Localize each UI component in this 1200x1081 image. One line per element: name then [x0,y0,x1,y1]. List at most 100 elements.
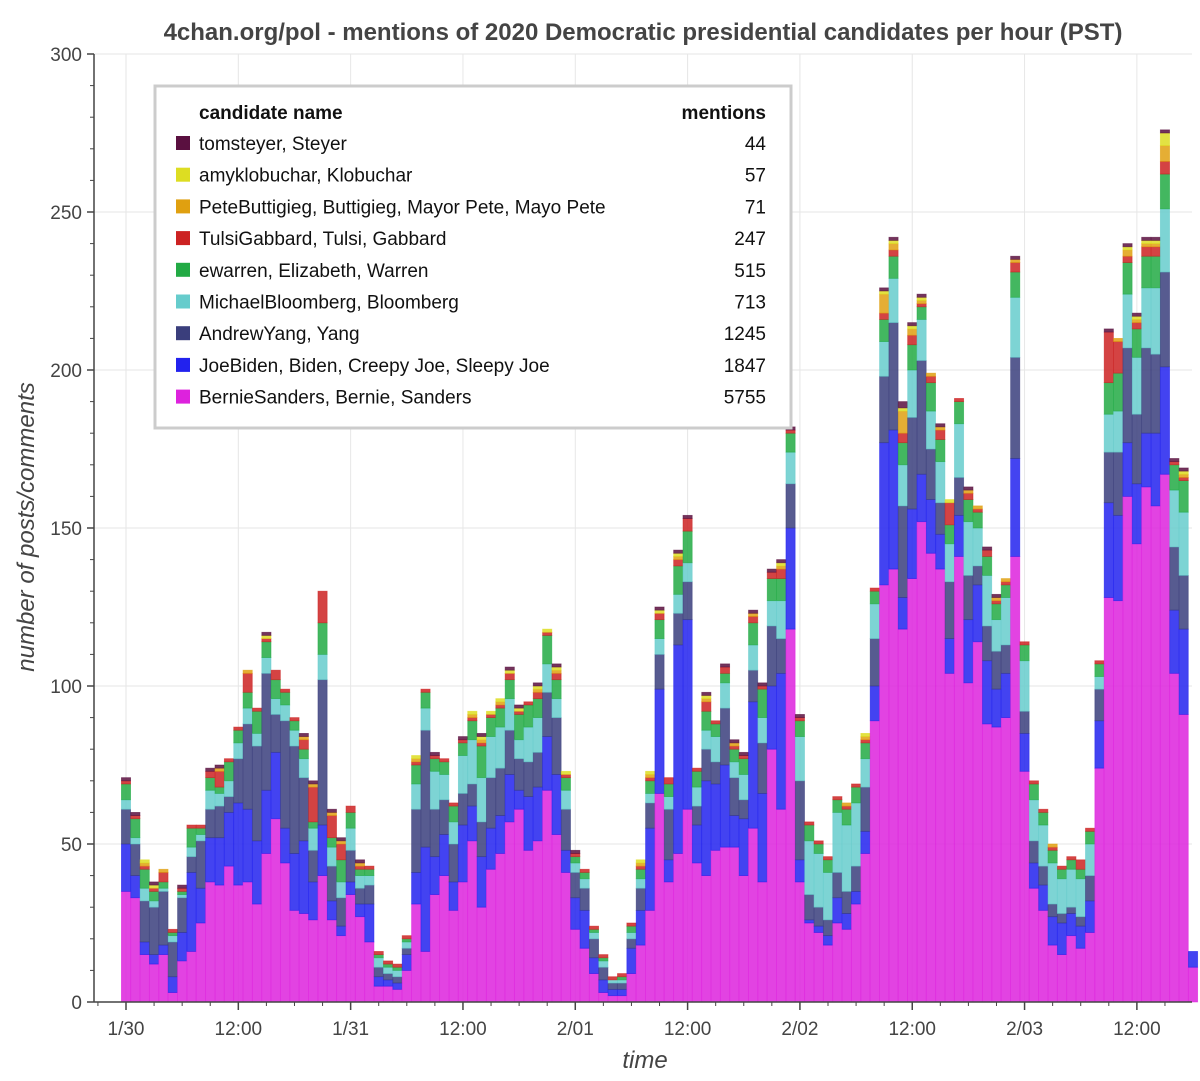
bar-segment-1 [476,856,487,908]
bar-segment-2 [1141,347,1152,434]
legend-entry-count: 5755 [724,388,766,409]
bar-segment-1 [457,824,468,883]
bar-segment-4 [514,714,525,741]
bar-segment-8 [888,236,899,241]
bar-segment-4 [467,720,478,741]
bar-segment-4 [935,439,946,463]
bar-segment-5 [607,976,618,981]
bar-segment-3 [766,600,777,627]
bar-segment-4 [1122,262,1133,295]
bar-segment-6 [298,736,309,741]
bar-segment-5 [654,612,665,621]
bar-segment-6 [1010,258,1021,263]
bar-segment-4 [167,932,178,937]
bar-segment-0 [879,584,890,1003]
bar-segment-8 [991,593,1002,598]
bar-segment-2 [841,891,852,914]
bar-segment-8 [326,808,337,813]
bar-segment-4 [570,856,581,864]
bar-segment-6 [1141,243,1152,248]
bar-segment-0 [439,875,450,1003]
bar-segment-0 [1085,932,1096,1003]
bar-segment-0 [401,970,412,1003]
bar-segment-1 [1028,862,1039,889]
bar-segment-1 [607,988,618,997]
bar-segment-3 [383,966,394,974]
bar-segment-5 [560,774,571,779]
bar-segment-7 [860,733,871,737]
bar-segment-3 [916,319,927,361]
bar-segment-1 [1169,609,1180,674]
bar-segment-4 [448,805,459,823]
bar-segment-6 [214,767,225,772]
bar-segment-1 [270,751,281,820]
bar-segment-4 [907,344,918,371]
bar-segment-1 [804,919,815,924]
bar-segment-5 [476,742,487,747]
bar-segment-8 [1150,236,1161,241]
bar-segment-0 [1150,505,1161,1003]
bar-segment-3 [710,736,721,763]
bar-segment-0 [1000,717,1011,1003]
bar-segment-2 [804,894,815,921]
bar-segment-8 [1122,243,1133,248]
bar-segment-6 [354,862,365,867]
bar-segment-1 [1103,502,1114,598]
bar-segment-4 [635,868,646,880]
bar-segment-3 [195,834,206,842]
bar-segment-1 [776,672,787,810]
bar-segment-0 [457,881,468,1003]
bar-segment-4 [617,976,628,981]
bar-segment-1 [1057,922,1068,956]
bar-segment-6 [776,565,787,570]
x-axis-label: time [622,1047,667,1074]
bar-segment-5 [916,303,927,308]
bar-segment-1 [860,830,871,854]
bar-segment-5 [982,549,993,557]
bar-segment-1 [373,976,384,987]
bar-segment-5 [766,571,777,579]
bar-segment-2 [823,919,834,937]
bar-segment-1 [467,805,478,842]
bar-segment-3 [121,799,132,810]
bar-segment-5 [944,502,955,526]
bar-segment-1 [851,891,862,905]
bar-segment-4 [1141,255,1152,289]
legend-entry-name: JoeBiden, Biden, Creepy Joe, Sleepy Joe [199,356,550,377]
bar-segment-1 [645,827,656,911]
bar-segment-4 [270,679,281,700]
bar-segment-5 [1066,856,1077,861]
bar-segment-1 [963,619,974,684]
bar-segment-6 [748,612,759,617]
bar-segment-4 [495,707,506,728]
bar-segment-0 [748,827,759,1003]
bar-segment-4 [757,688,768,718]
bar-segment-0 [794,881,805,1003]
bar-segment-4 [869,590,880,605]
bar-segment-4 [766,578,777,602]
bar-segment-8 [720,663,731,668]
bar-segment-1 [261,789,272,854]
bar-segment-5 [598,954,609,959]
bar-segment-4 [420,691,431,709]
bar-segment-6 [1131,319,1142,324]
bar-segment-5 [1113,341,1124,374]
bar-segment-3 [963,521,974,576]
bar-segment-4 [523,704,534,728]
bar-segment-0 [1159,473,1170,1003]
bar-segment-8 [879,287,890,292]
bar-segment-4 [392,966,403,971]
bar-segment-5 [130,815,141,820]
bar-segment-3 [411,783,422,810]
bar-segment-0 [308,919,319,1003]
bar-segment-4 [1113,372,1124,412]
bar-segment-0 [167,992,178,1003]
bar-segment-3 [804,840,815,895]
bar-segment-2 [720,707,731,766]
bar-segment-7 [560,770,571,775]
bar-segment-5 [757,685,768,690]
bar-segment-3 [1159,208,1170,273]
bar-segment-4 [486,717,497,737]
bar-segment-2 [879,375,890,444]
bar-segment-5 [149,887,160,892]
